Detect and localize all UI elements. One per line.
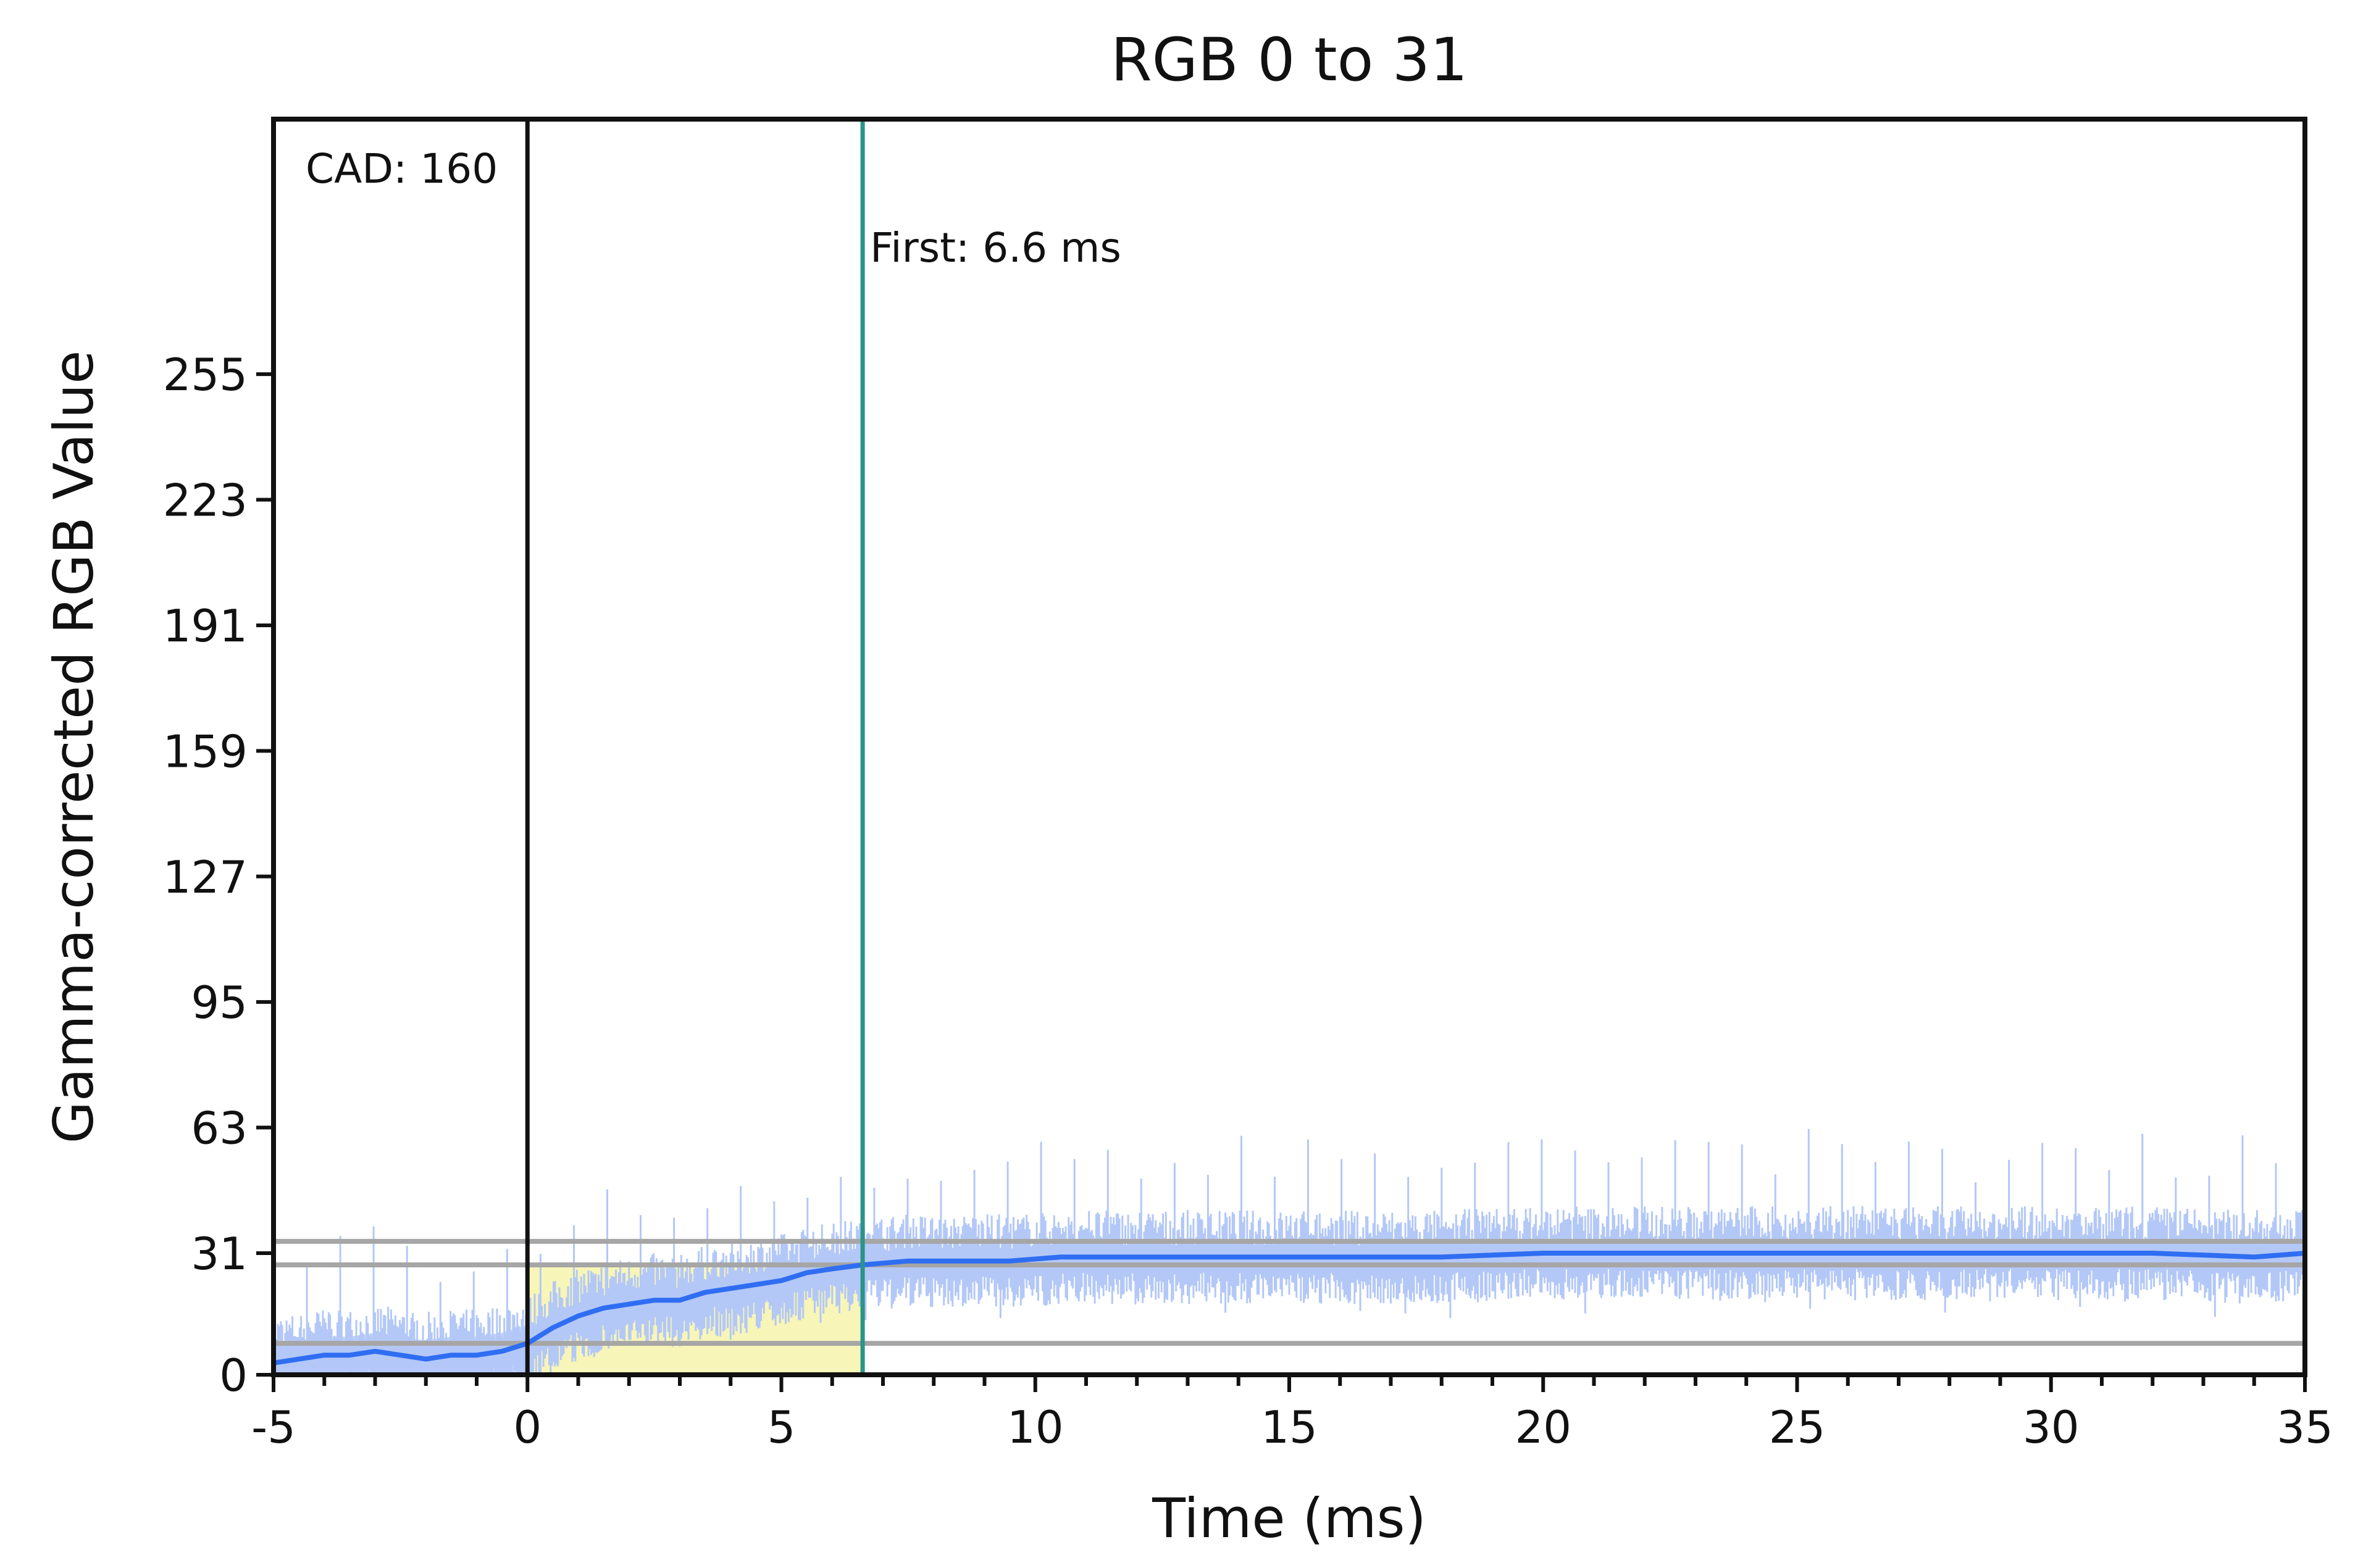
x-tick-label: 35 (2277, 1401, 2333, 1453)
y-tick-label: 255 (163, 349, 248, 401)
x-tick-label: -5 (251, 1401, 296, 1453)
y-tick-label: 95 (191, 977, 248, 1028)
smoothed-response-line (273, 1251, 2306, 1366)
x-axis-label: Time (ms) (1152, 1487, 1426, 1550)
x-tick-label: 20 (1515, 1401, 1571, 1453)
y-axis-label: Gamma-corrected RGB Value (42, 351, 106, 1144)
x-tick-label: 5 (767, 1401, 796, 1453)
y-tick-label: 191 (163, 600, 248, 652)
y-tick-label: 127 (163, 851, 248, 903)
cad-annotation: CAD: 160 (306, 145, 498, 193)
y-tick-label: 0 (219, 1349, 248, 1401)
y-tick-label: 63 (191, 1103, 248, 1154)
y-tick-label: 223 (163, 475, 248, 527)
pre-input-signal-area (274, 1325, 528, 1375)
x-tick-label: 10 (1007, 1401, 1064, 1453)
x-tick-label: 15 (1261, 1401, 1318, 1453)
plot-frame (271, 117, 2307, 1377)
x-tick-label: 0 (513, 1401, 542, 1453)
x-tick-label: 25 (1769, 1401, 1826, 1453)
chart-title: RGB 0 to 31 (1111, 25, 1468, 94)
x-tick-label: 30 (2023, 1401, 2080, 1453)
y-tick-label: 159 (163, 725, 248, 777)
y-tick-label: 31 (191, 1228, 248, 1280)
plot-area (272, 119, 2306, 1375)
first-response-annotation: First: 6.6 ms (870, 224, 1121, 272)
